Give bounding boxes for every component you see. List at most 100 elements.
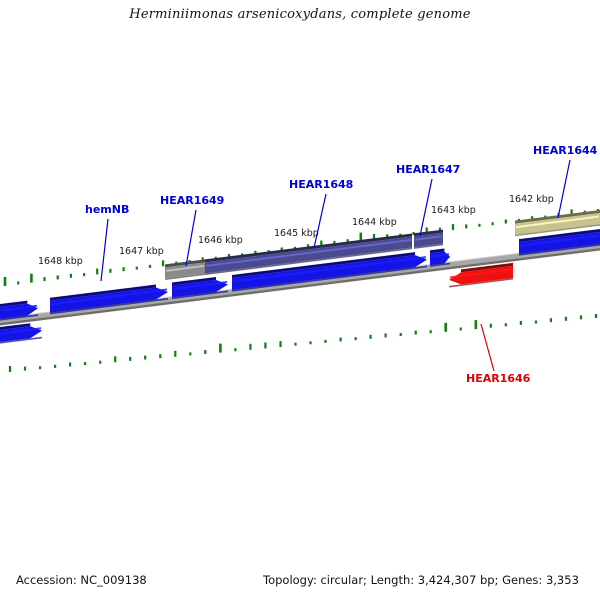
feature-tick — [438, 227, 441, 232]
feature-tick — [414, 330, 417, 335]
feature-tick — [189, 352, 192, 356]
gene-highlight — [1, 304, 37, 312]
gene-label-leader-line — [419, 178, 433, 237]
gene-shadow — [205, 247, 412, 275]
gene-feature[interactable] — [519, 229, 600, 256]
feature-tick — [549, 318, 552, 323]
gene-label-hear1647[interactable]: HEAR1647 — [396, 163, 460, 176]
gene-label-hear1646[interactable]: HEAR1646 — [466, 372, 531, 385]
gene-feature[interactable] — [50, 284, 168, 315]
gene-shadow — [50, 298, 168, 315]
feature-tick — [594, 314, 598, 318]
feature-tick — [144, 355, 147, 360]
feature-tick — [99, 360, 102, 364]
coordinate-tick-label: 1647 kbp — [119, 246, 164, 257]
feature-tick — [294, 342, 297, 346]
feature-tick — [122, 267, 125, 272]
feature-tick — [489, 323, 492, 328]
feature-tick — [162, 260, 165, 267]
gene-feature[interactable] — [0, 323, 42, 344]
coordinate-tick-label: 1645 kbp — [274, 228, 319, 239]
feature-tick — [444, 322, 447, 332]
feature-tick — [425, 227, 428, 234]
gene-shadow — [414, 243, 443, 249]
gene-feature[interactable] — [414, 229, 443, 249]
feature-tick — [359, 232, 363, 242]
feature-tick — [564, 316, 567, 321]
feature-tick — [114, 356, 117, 363]
feature-tick — [320, 240, 323, 247]
gene-label-hear1644[interactable]: HEAR1644 — [533, 144, 598, 157]
feature-tick — [491, 222, 494, 226]
gene-label-hear1649[interactable]: HEAR1649 — [160, 194, 224, 207]
feature-tick — [56, 275, 59, 280]
gene-label-leader-line — [100, 218, 109, 282]
feature-tick — [570, 209, 573, 216]
feature-tick — [399, 333, 402, 336]
feature-tick — [234, 348, 237, 352]
feature-tick — [346, 239, 349, 244]
gene-bevel — [515, 210, 600, 224]
gene-feature[interactable] — [232, 252, 427, 292]
gene-feature[interactable] — [172, 277, 228, 300]
gene-highlight — [206, 239, 411, 267]
gene-bevel — [414, 229, 443, 237]
feature-tick — [386, 234, 389, 239]
gene-highlight — [415, 235, 442, 241]
feature-tick — [159, 354, 162, 359]
gene-feature[interactable] — [0, 300, 38, 321]
feature-tick — [504, 219, 507, 224]
gene-label-hear1648[interactable]: HEAR1648 — [289, 178, 353, 191]
feature-tick — [249, 343, 252, 350]
feature-tick — [519, 320, 522, 325]
lower-tick-row — [8, 314, 598, 372]
feature-tick — [309, 341, 312, 345]
gene-label-leader-line — [185, 209, 197, 267]
feature-tick — [227, 254, 231, 258]
gene-feature[interactable] — [430, 248, 450, 267]
gene-bevel — [519, 229, 600, 243]
feature-tick — [23, 366, 27, 371]
gene-bevel — [430, 248, 445, 254]
gene-highlight — [516, 215, 599, 229]
coordinate-tick-label: 1644 kbp — [352, 217, 397, 228]
feature-tick — [459, 327, 462, 331]
gene-bevel — [461, 262, 513, 273]
feature-tick — [254, 250, 257, 255]
feature-tick — [324, 339, 327, 343]
coordinate-tick-label: 1646 kbp — [198, 235, 243, 246]
feature-tick — [339, 337, 342, 342]
feature-tick — [474, 320, 478, 330]
accession-status: Accession: NC_009138 — [16, 573, 147, 587]
gene-label-hemnb[interactable]: hemNB — [85, 203, 129, 216]
feature-tick — [579, 315, 583, 320]
feature-tick — [17, 281, 20, 285]
gene-feature[interactable] — [165, 259, 205, 280]
gene-highlight — [450, 268, 512, 279]
gene-shadow — [0, 336, 42, 344]
page-title: Herminiimonas arsenicoxydans, complete g… — [129, 7, 471, 22]
feature-tick — [96, 268, 99, 275]
feature-tick — [83, 273, 86, 277]
gene-shadow — [172, 290, 228, 300]
middle-feature-row — [0, 229, 600, 321]
feature-tick — [129, 356, 132, 361]
feature-tick — [429, 330, 432, 334]
upper-feature-row — [165, 210, 600, 280]
feature-tick — [531, 216, 534, 221]
gene-feature[interactable] — [515, 210, 600, 237]
gene-bevel — [205, 233, 412, 263]
feature-tick — [384, 333, 387, 338]
feature-tick — [54, 364, 57, 368]
lower-feature-row — [0, 262, 513, 344]
feature-tick — [3, 277, 7, 286]
gene-highlight — [520, 234, 599, 247]
gene-label-leader-line — [480, 323, 495, 372]
gene-feature[interactable] — [205, 233, 412, 275]
feature-tick — [264, 342, 267, 349]
feature-tick — [84, 362, 87, 366]
gene-shadow — [165, 273, 205, 280]
gene-feature[interactable] — [449, 262, 513, 288]
